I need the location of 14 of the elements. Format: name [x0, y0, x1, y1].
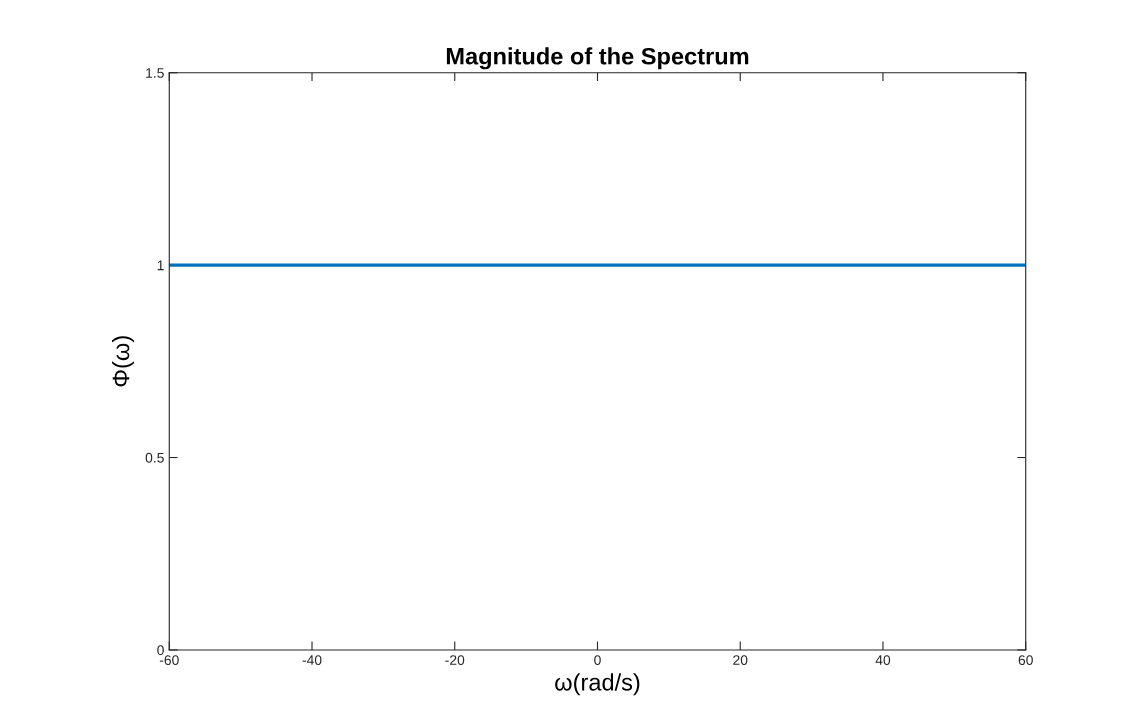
x-tick-label: 40: [875, 655, 891, 665]
y-tick-label: 1: [157, 260, 164, 271]
x-tick-label: 60: [1018, 655, 1033, 665]
x-tick-label: 0: [594, 655, 601, 665]
chart-title: Magnitude of the Spectrum: [446, 47, 749, 70]
x-tick-label: -60: [159, 655, 179, 665]
y-tick-label: 1.5: [146, 68, 164, 78]
x-tick-label: -40: [302, 655, 322, 665]
y-tick-label: 0: [157, 645, 164, 656]
x-tick-label: -20: [445, 655, 465, 665]
y-tick-label: 0.5: [145, 452, 164, 463]
y-axis-title: Φ(ω): [111, 336, 134, 387]
x-tick-label: 20: [733, 655, 748, 665]
x-axis-title: ω(rad/s): [555, 673, 640, 696]
